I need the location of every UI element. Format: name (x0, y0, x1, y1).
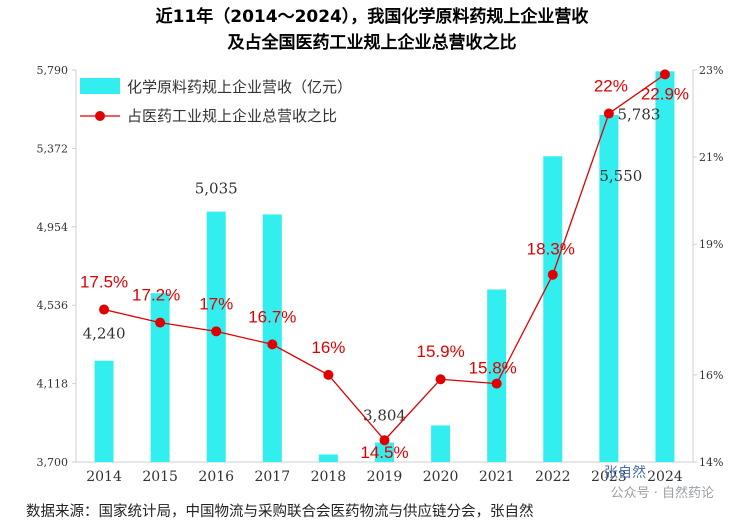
ratio-value-label: 16% (311, 338, 345, 357)
left-tick-label: 4,536 (37, 299, 69, 312)
ratio-value-label: 22.9% (641, 84, 689, 103)
x-tick-label: 2016 (198, 469, 234, 485)
x-tick-label: 2017 (254, 469, 290, 485)
ratio-value-label: 18.3% (527, 240, 575, 259)
bar-2023 (599, 115, 619, 463)
ratio-value-label: 14.5% (360, 443, 408, 462)
chart-title-line2: 及占全国医药工业规上企业总营收之比 (228, 32, 517, 53)
ratio-point-2022 (547, 269, 558, 280)
chart-title-line1: 近11年（2014～2024），我国化学原料药规上企业营收 (156, 6, 589, 27)
legend-line-marker (95, 111, 105, 121)
ratio-point-2023 (603, 108, 614, 119)
ratio-line (103, 73, 666, 442)
x-tick-label: 2014 (86, 469, 122, 485)
legend-bar-swatch (80, 78, 120, 94)
bar-2018 (318, 454, 338, 462)
bar-value-label: 5,035 (195, 180, 238, 198)
left-tick-label: 5,790 (37, 64, 69, 77)
bar-labels: 4,240 5,035 3,804 5,550 5,783 (83, 105, 661, 424)
right-tick-label: 14% (699, 456, 723, 469)
bar-2015 (150, 293, 170, 462)
right-axis-ticks: 14% 16% 19% 21% 23% (693, 64, 723, 469)
ratio-point-2019 (379, 435, 390, 446)
x-tick-label: 2023 (591, 469, 627, 485)
bar-series (94, 71, 675, 463)
left-axis-ticks: 3,700 4,118 4,536 4,954 5,372 5,790 (37, 64, 76, 469)
ratio-value-label: 15.9% (416, 342, 464, 361)
left-tick-label: 4,954 (37, 221, 69, 234)
author-watermark: 张自然 (604, 464, 646, 481)
bar-value-label: 5,783 (617, 105, 660, 123)
bar-2014 (94, 360, 114, 462)
bar-value-label: 4,240 (83, 325, 126, 343)
left-tick-label: 4,118 (37, 378, 69, 391)
right-tick-label: 21% (699, 151, 723, 164)
bar-2022 (543, 156, 563, 462)
bar-2019 (375, 442, 394, 462)
ratio-point-2017 (267, 339, 278, 350)
legend-line-label: 占医药工业规上企业总营收之比 (127, 107, 337, 125)
right-tick-label: 16% (699, 369, 723, 382)
x-tick-label: 2021 (479, 469, 515, 485)
bar-2024 (655, 71, 675, 462)
right-tick-label: 23% (699, 64, 723, 77)
bar-2020 (431, 425, 451, 462)
ratio-point-2020 (435, 374, 446, 385)
bar-2017 (262, 214, 282, 462)
account-watermark: 公众号 · 自然药论 (611, 485, 714, 501)
x-tick-label: 2018 (311, 469, 347, 485)
ratio-point-2016 (211, 326, 222, 337)
legend-bar-label: 化学原料药规上企业营收（亿元） (127, 78, 352, 96)
x-axis-ticks: 2014 2015 2016 2017 2018 2019 2020 2021 2022 2023… (86, 469, 683, 485)
ratio-point-2024 (659, 69, 670, 80)
x-tick-label: 2022 (535, 469, 571, 485)
ratio-line-series: 17.5%17.2% 17% 16.7% 16% 14.5% 15.9% 15.8% 18.3… (80, 69, 689, 462)
x-tick-label: 2020 (423, 469, 459, 485)
ratio-point-2015 (155, 317, 166, 328)
right-tick-label: 19% (699, 238, 723, 251)
legend: 化学原料药规上企业营收（亿元） 占医药工业规上企业总营收之比 (80, 78, 352, 125)
ratio-point-2018 (323, 369, 334, 380)
x-tick-label: 2015 (142, 469, 178, 485)
bar-value-label: 5,550 (599, 167, 642, 185)
ratio-point-2014 (99, 304, 110, 315)
left-tick-label: 3,700 (37, 456, 69, 469)
ratio-value-label: 22% (594, 77, 628, 96)
data-source: 数据来源：国家统计局，中国物流与采购联合会医药物流与供应链分会，张自然 (26, 502, 534, 520)
ratio-value-label: 15.8% (469, 359, 517, 378)
bar-value-label: 3,804 (363, 406, 406, 424)
left-tick-label: 5,372 (37, 142, 69, 155)
bar-2016 (206, 211, 226, 462)
ratio-value-label: 17% (199, 294, 233, 313)
ratio-value-label: 17.5% (80, 273, 128, 292)
ratio-point-2021 (491, 378, 502, 389)
ratio-value-label: 17.2% (132, 286, 180, 305)
x-tick-label: 2019 (367, 469, 403, 485)
ratio-value-label: 16.7% (248, 307, 296, 326)
bar-2021 (487, 289, 507, 462)
x-tick-label: 2024 (647, 469, 683, 485)
